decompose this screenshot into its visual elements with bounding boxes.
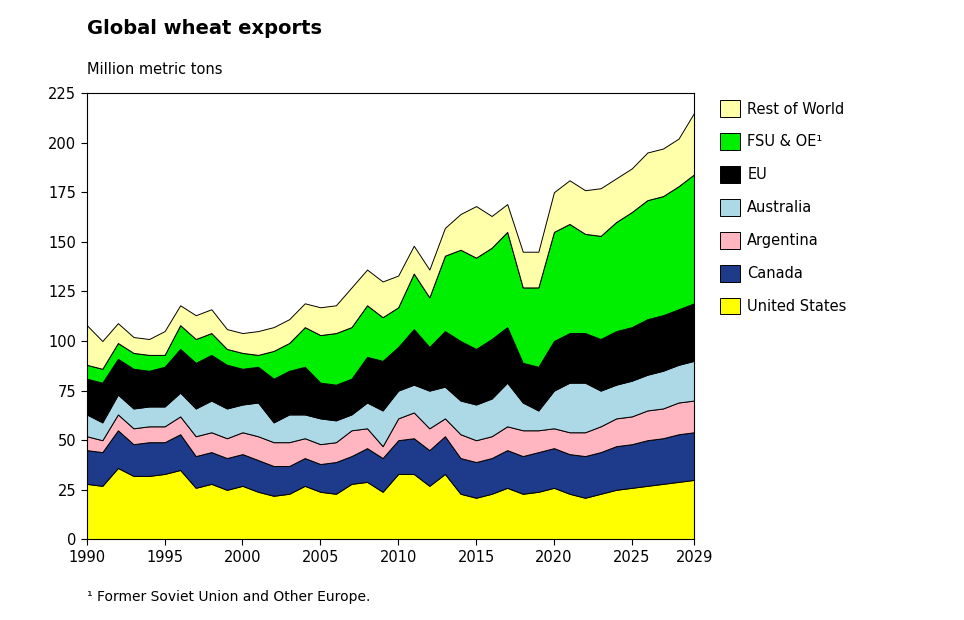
Text: Global wheat exports: Global wheat exports [87, 19, 322, 38]
Text: Million metric tons: Million metric tons [87, 62, 223, 77]
Legend: Rest of World, FSU & OE¹, EU, Australia, Argentina, Canada, United States: Rest of World, FSU & OE¹, EU, Australia,… [719, 100, 846, 314]
Text: ¹ Former Soviet Union and Other Europe.: ¹ Former Soviet Union and Other Europe. [87, 590, 370, 604]
